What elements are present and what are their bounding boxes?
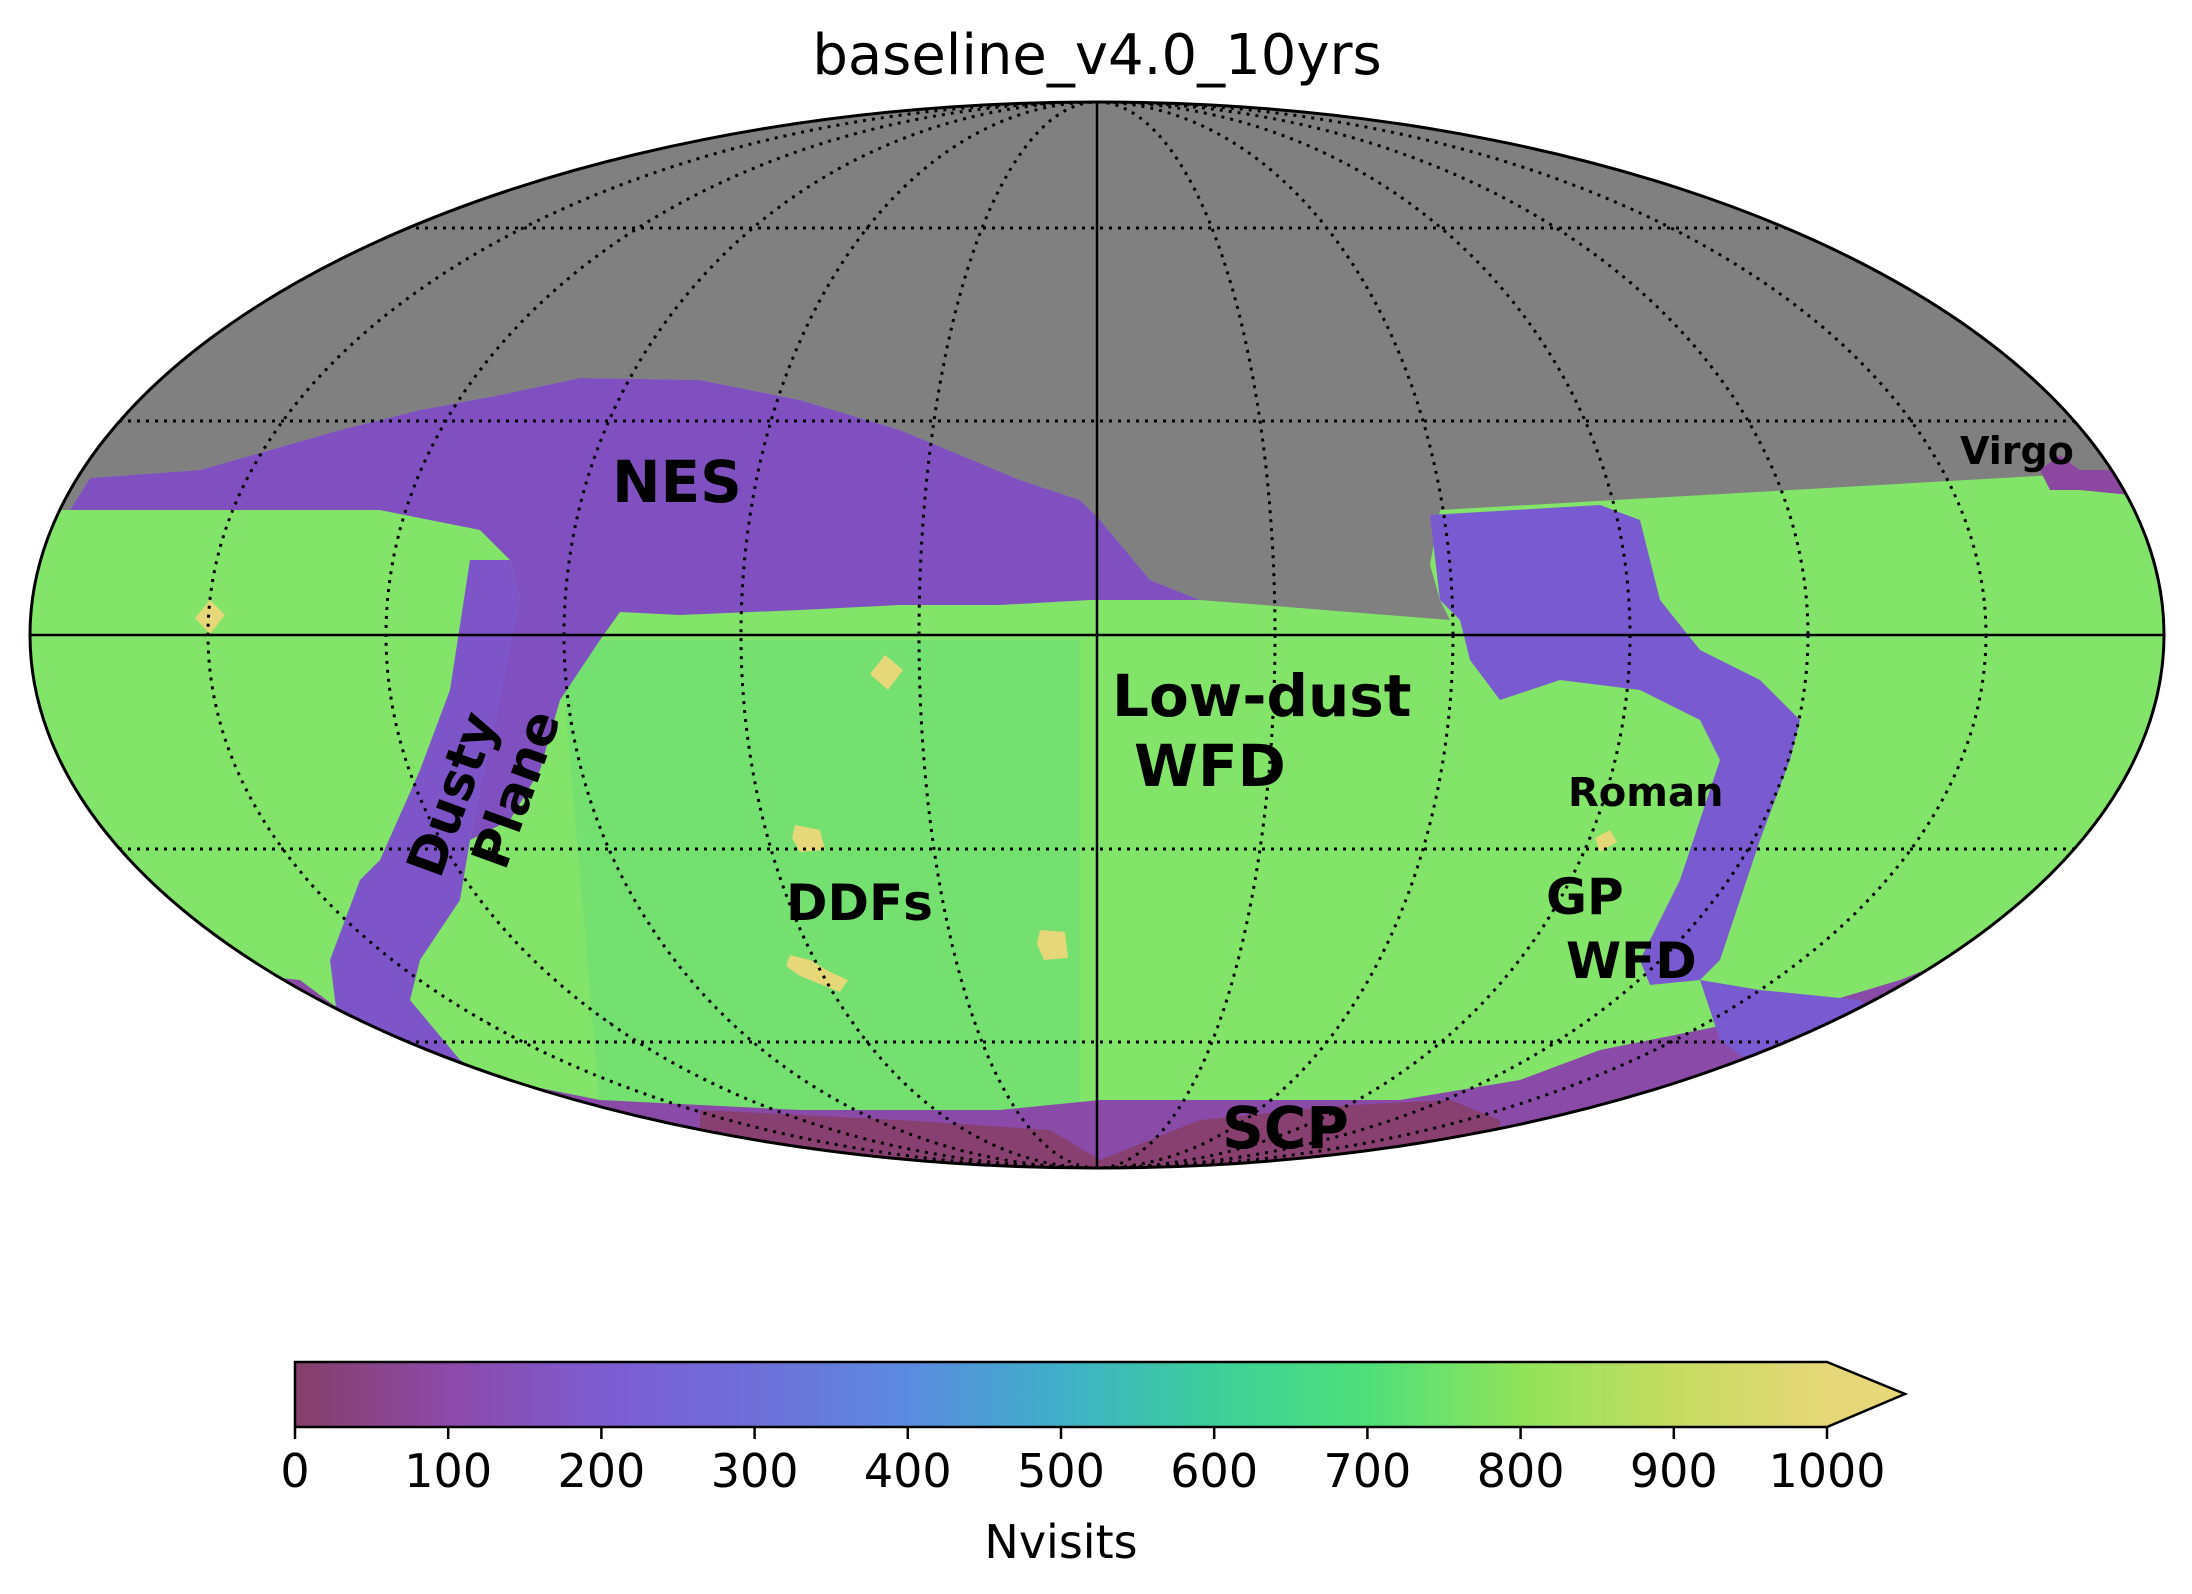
colorbar-tick-label: 0 <box>280 1444 309 1498</box>
colorbar-outline <box>293 1360 1909 1429</box>
colorbar-tick-label: 800 <box>1477 1444 1565 1498</box>
colorbar-gradient <box>295 1362 1827 1427</box>
scp-core <box>700 1100 1500 1168</box>
annotation-gp-wfd: WFD <box>1566 932 1697 990</box>
ddf-field <box>786 955 848 992</box>
dusty-plane-region <box>330 560 620 1160</box>
gp-band-region <box>1430 505 1800 985</box>
colorbar-tick-label: 200 <box>557 1444 645 1498</box>
colorbar-tick-label: 100 <box>404 1444 492 1498</box>
colorbar-tick-label: 400 <box>864 1444 952 1498</box>
annotation-scp: SCP <box>1222 1094 1349 1162</box>
colorbar-extend-arrow <box>1827 1362 1905 1427</box>
annotation-gp: GP <box>1546 868 1624 926</box>
colorbar: 0 100 200 300 400 500 600 700 800 900 1000 Nvisits <box>280 1360 1909 1569</box>
chart-title: baseline_v4.0_10yrs <box>812 23 1381 88</box>
colorbar-tick-label: 600 <box>1170 1444 1258 1498</box>
annotation-low-dust-wfd: WFD <box>1134 732 1286 800</box>
ddf-field <box>1037 930 1068 960</box>
annotation-nes: NES <box>612 448 742 516</box>
ddf-field <box>1595 830 1617 852</box>
nes-region <box>70 378 1200 840</box>
colorbar-tick-label: 1000 <box>1768 1444 1885 1498</box>
unobserved-region <box>30 102 2164 620</box>
colorbar-label: Nvisits <box>984 1515 1137 1569</box>
ddf-field <box>870 655 903 690</box>
colorbar-ticks: 0 100 200 300 400 500 600 700 800 900 1000 <box>280 1427 1886 1498</box>
colorbar-tick-label: 500 <box>1017 1444 1105 1498</box>
colorbar-tick-label: 900 <box>1630 1444 1718 1498</box>
colorbar-tick-label: 700 <box>1323 1444 1411 1498</box>
annotation-ddfs: DDFs <box>786 874 933 932</box>
colorbar-tick-label: 300 <box>711 1444 799 1498</box>
annotation-roman: Roman <box>1568 770 1723 816</box>
annotation-low-dust: Low-dust <box>1112 662 1412 730</box>
map-outline <box>28 100 2166 1170</box>
wfd-south-tone <box>560 640 1080 1110</box>
annotation-virgo: Virgo <box>1960 429 2074 473</box>
ddf-field <box>792 825 825 852</box>
